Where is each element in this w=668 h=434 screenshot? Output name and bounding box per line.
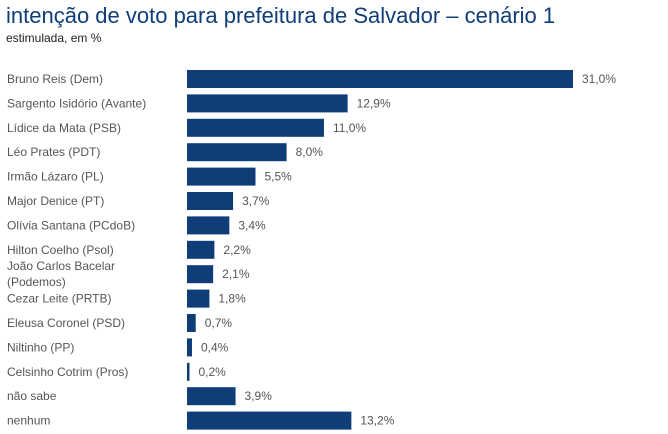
- bar: [187, 338, 192, 357]
- value-label: 3,9%: [245, 389, 273, 403]
- category-label: João Carlos Bacelar (Podemos): [7, 259, 115, 289]
- value-label: 3,4%: [238, 218, 266, 232]
- value-label: 1,8%: [218, 292, 246, 306]
- bar: [187, 314, 196, 332]
- category-label: Niltinho (PP): [7, 340, 74, 354]
- bar: [187, 265, 214, 284]
- bar: [187, 411, 352, 430]
- value-label: 3,7%: [242, 194, 270, 208]
- value-label: 2,1%: [222, 267, 250, 281]
- bar: [187, 118, 324, 137]
- category-label: Hilton Coelho (Psol): [7, 243, 114, 257]
- category-label: Lídice da Mata (PSB): [7, 121, 121, 135]
- category-label-line: (Podemos): [7, 275, 66, 289]
- category-label: Sargento Isidório (Avante): [7, 96, 146, 110]
- value-label: 2,2%: [223, 243, 251, 257]
- category-label: Eleusa Coronel (PSD): [7, 316, 125, 330]
- bar: [187, 289, 210, 308]
- value-label: 8,0%: [296, 145, 324, 159]
- value-label: 11,0%: [333, 121, 366, 135]
- bar: [187, 70, 573, 88]
- category-label: Major Denice (PT): [7, 194, 104, 208]
- chart-title: intenção de voto para prefeitura de Salv…: [6, 3, 556, 28]
- category-label: Celsinho Cotrim (Pros): [7, 365, 128, 379]
- value-label: 0,2%: [198, 365, 226, 379]
- category-label: Léo Prates (PDT): [7, 145, 100, 159]
- bar: [187, 167, 256, 186]
- category-label: nenhum: [7, 414, 50, 428]
- bar: [187, 143, 287, 162]
- value-label: 0,4%: [201, 340, 229, 354]
- bar: [187, 362, 190, 381]
- bar: [187, 216, 230, 235]
- category-label-line: João Carlos Bacelar: [7, 259, 115, 273]
- category-label: Irmão Lázaro (PL): [7, 170, 104, 184]
- value-label: 0,7%: [205, 316, 233, 330]
- bar: [187, 387, 236, 406]
- value-label: 12,9%: [357, 96, 391, 110]
- bar: [187, 192, 234, 210]
- category-label: não sabe: [7, 389, 57, 403]
- category-label: Cezar Leite (PRTB): [7, 292, 111, 306]
- category-label: Bruno Reis (Dem): [7, 72, 103, 86]
- bar: [187, 94, 348, 113]
- category-label: Olívia Santana (PCdoB): [7, 218, 135, 232]
- bar: [187, 240, 215, 259]
- value-label: 13,2%: [360, 414, 394, 428]
- value-label: 5,5%: [264, 170, 292, 184]
- value-label: 31,0%: [582, 72, 616, 86]
- chart-subtitle: estimulada, em %: [6, 31, 102, 45]
